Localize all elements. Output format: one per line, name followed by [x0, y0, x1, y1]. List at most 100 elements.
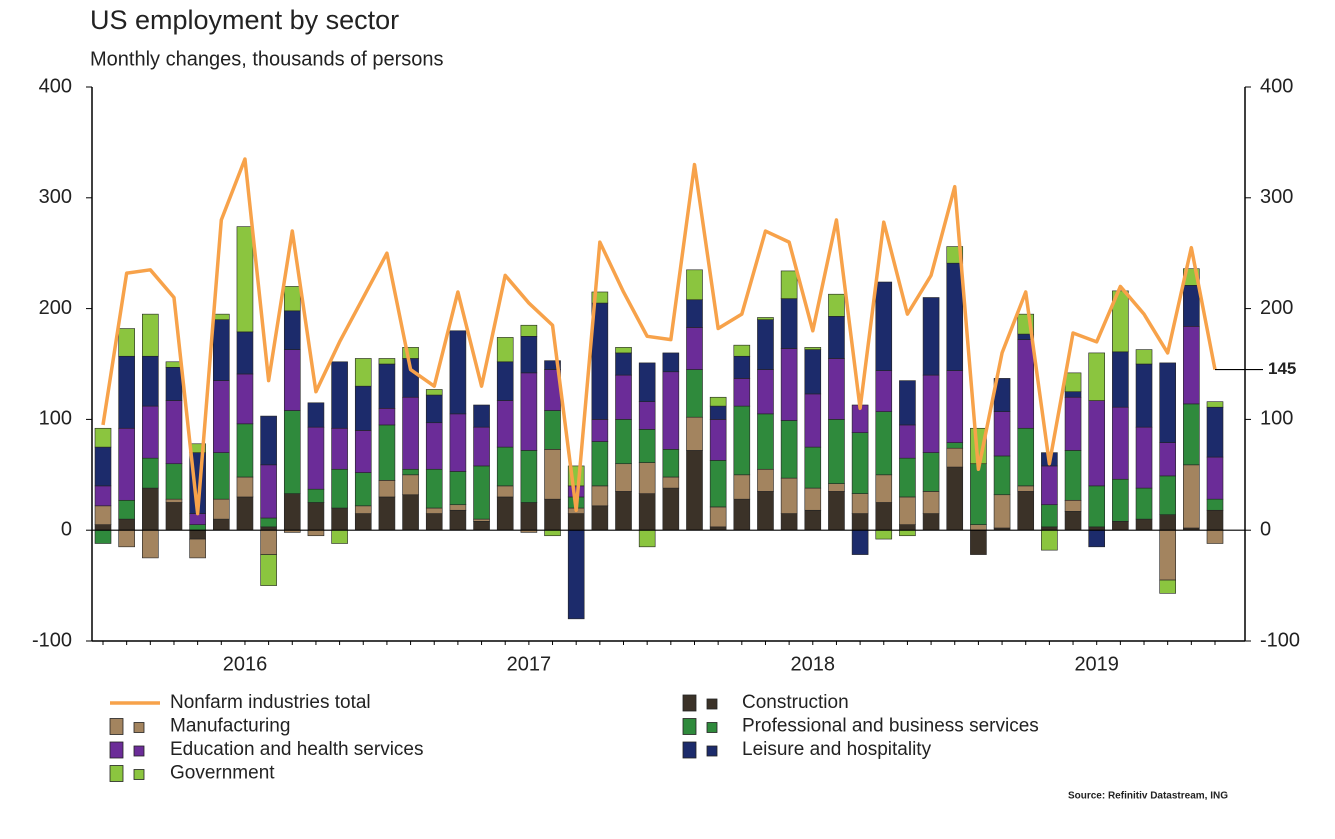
bar-segment — [118, 355, 135, 429]
bar-segment — [142, 487, 159, 531]
bar-segment — [402, 494, 419, 531]
line-series — [101, 157, 1217, 516]
bar-segment — [1088, 485, 1106, 528]
bar-segment — [496, 446, 514, 487]
bar-segment — [165, 463, 183, 500]
bar-segment — [520, 450, 538, 503]
y-tick-label: 400 — [39, 75, 72, 97]
bar-segment — [804, 509, 822, 531]
bar-segment — [567, 529, 585, 620]
y-tick-label: -100 — [32, 629, 72, 651]
bar-segment — [378, 496, 396, 531]
bar-segment — [425, 389, 443, 396]
bar-segment — [473, 426, 490, 467]
legend-label: Professional and business services — [742, 716, 1039, 737]
bar-segment — [1088, 400, 1106, 487]
bar-segment — [283, 310, 301, 350]
bar-segment — [946, 466, 964, 531]
bar-segment — [899, 496, 916, 525]
bar-segment — [780, 513, 798, 531]
legend-swatch-small — [706, 698, 718, 710]
bar-segment — [1088, 529, 1106, 548]
bar-segment — [520, 335, 538, 374]
bar-segment — [331, 427, 348, 470]
bar-segment — [804, 393, 822, 448]
bar-segment — [354, 505, 372, 514]
bar-segment — [236, 423, 254, 478]
bar-segment — [922, 513, 940, 531]
legend-swatch-small — [133, 722, 145, 733]
bar-segment — [402, 468, 419, 476]
bar-segment — [591, 485, 609, 507]
bar-segment — [757, 317, 774, 320]
bar-segment — [165, 400, 183, 465]
bar-segment — [165, 367, 183, 401]
bar-segment — [473, 404, 490, 428]
bar-segment — [757, 369, 774, 415]
bar-segment — [283, 349, 301, 411]
chart-subtitle: Monthly changes, thousands of persons — [90, 48, 444, 70]
bar-segment — [709, 405, 727, 420]
bar-segment — [686, 369, 703, 418]
bar-segment — [1112, 478, 1129, 522]
bar-segment — [946, 370, 964, 443]
bar-segment — [851, 432, 869, 494]
bar-segment — [473, 521, 490, 531]
bar-segment — [378, 363, 396, 409]
bar-segment — [142, 529, 159, 559]
bar-segment — [1017, 339, 1035, 429]
bar-segment — [425, 422, 443, 470]
bar-segment — [283, 286, 301, 312]
bar-segment — [686, 327, 703, 370]
bar-segment — [591, 505, 609, 531]
bar-segment — [1112, 406, 1129, 480]
bar-segment — [638, 529, 656, 548]
bar-segment — [1135, 426, 1153, 489]
bar-segment — [615, 463, 632, 492]
bar-segment — [686, 269, 703, 301]
bar-segment — [544, 449, 561, 500]
legend-swatch-small — [706, 722, 718, 733]
bar-segment — [449, 504, 467, 511]
bar-segment — [425, 468, 443, 509]
bar-segment — [946, 262, 964, 371]
bar-segment — [780, 420, 798, 479]
legend-swatch — [682, 718, 697, 735]
bar-segment — [378, 480, 396, 498]
bar-segment — [662, 449, 680, 478]
bar-segment — [1183, 403, 1200, 466]
bar-segment — [212, 380, 230, 453]
x-tick-label: 2019 — [1074, 653, 1119, 675]
legend-swatch — [682, 741, 697, 759]
bar-segment — [1017, 491, 1035, 531]
y2-tick-label: 100 — [1260, 408, 1293, 430]
bar-segment — [118, 499, 135, 520]
bar-segment — [780, 348, 798, 421]
bar-segment — [1206, 401, 1224, 408]
bar-segment — [899, 380, 916, 426]
legend-label: Government — [170, 763, 275, 784]
bar-segment — [449, 413, 467, 472]
bar-segment — [307, 488, 325, 503]
bar-segment — [94, 485, 112, 507]
bar-segment — [946, 447, 964, 468]
bar-segment — [780, 477, 798, 514]
bar-segment — [496, 485, 514, 498]
bar-segment — [828, 316, 845, 359]
bar-segment — [283, 410, 301, 494]
legend-swatch — [682, 694, 697, 712]
bar-segment — [733, 378, 751, 407]
bar-segment — [1159, 475, 1176, 515]
bar-segment — [354, 430, 372, 473]
bar-segment — [875, 474, 893, 503]
bar-segment — [94, 446, 112, 487]
bar-segment — [449, 330, 467, 415]
bar-segment — [615, 374, 632, 420]
bar-segment — [449, 509, 467, 531]
bar-segment — [260, 415, 277, 466]
bar-segment — [757, 413, 774, 470]
bar-segment — [118, 529, 135, 548]
bar-segment — [1206, 509, 1224, 531]
legend-swatch — [109, 741, 124, 759]
bar-segment — [142, 313, 159, 357]
